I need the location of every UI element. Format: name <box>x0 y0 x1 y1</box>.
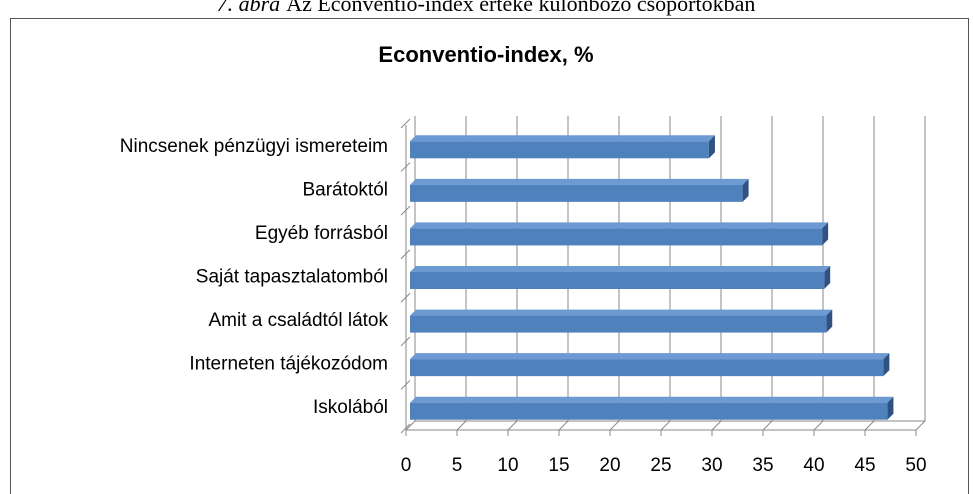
bar-side <box>824 266 831 289</box>
bar-side <box>826 309 833 333</box>
x-tick-label: 40 <box>803 455 824 476</box>
y-tick <box>400 162 411 172</box>
bar <box>410 402 888 420</box>
bar <box>410 184 743 202</box>
caption: 7. ábra Az Econventio-index értéke különb… <box>217 0 756 16</box>
y-tick-label: Barátoktól <box>302 179 388 200</box>
bar <box>410 359 884 377</box>
floor-line <box>813 420 824 431</box>
y-tick-label: Egyéb forrásból <box>255 223 388 244</box>
bar-side <box>708 135 715 159</box>
floor-line <box>864 420 875 431</box>
floor-line <box>711 420 722 431</box>
bar-top <box>410 396 894 403</box>
bar <box>410 315 827 333</box>
chart-border <box>10 18 969 494</box>
floor-line <box>405 420 416 431</box>
y-tick <box>400 118 411 129</box>
bar-top <box>410 309 833 316</box>
chart-title: Econventio-index, % <box>378 42 593 67</box>
x-tick-label: 0 <box>401 455 412 476</box>
y-tick-label: Saját tapasztalatomból <box>196 267 388 288</box>
bar-side <box>822 222 829 246</box>
y-tick <box>400 205 411 216</box>
bar-side <box>887 396 894 420</box>
floor-line <box>660 420 671 431</box>
bar <box>410 141 709 159</box>
floor-line <box>456 420 467 431</box>
floor-line <box>915 420 926 431</box>
x-tick-label: 50 <box>905 455 926 476</box>
x-tick-label: 45 <box>854 455 875 476</box>
floor-line <box>507 420 518 431</box>
x-tick-label: 10 <box>497 455 518 476</box>
bar-top <box>410 222 829 229</box>
x-tick-label: 25 <box>650 455 671 476</box>
y-tick <box>400 249 411 260</box>
y-tick-label: Iskolából <box>313 397 388 418</box>
bar <box>410 228 823 246</box>
bar-top <box>410 266 831 272</box>
y-tick <box>400 423 411 434</box>
y-tick <box>400 336 411 347</box>
y-tick-label: Interneten tájékozódom <box>189 354 388 375</box>
x-tick-label: 30 <box>701 455 722 476</box>
caption-text: Az Econventio-index értéke különböző cso… <box>286 0 755 16</box>
x-tick-label: 15 <box>548 455 569 476</box>
bar-top <box>410 353 890 360</box>
bar-side <box>742 178 749 202</box>
bar-top <box>410 135 715 142</box>
floor-line <box>558 420 569 431</box>
bar-top <box>410 178 749 185</box>
x-tick-label: 20 <box>599 455 620 476</box>
floor-line <box>762 420 773 431</box>
x-tick-label: 35 <box>752 455 773 476</box>
y-tick-label: Nincsenek pénzügyi ismereteim <box>120 136 388 157</box>
y-tick <box>400 380 411 390</box>
y-tick-label: Amit a családtól látok <box>208 310 388 331</box>
floor-line <box>609 420 620 431</box>
bar <box>410 272 825 289</box>
caption-label: 7. ábra <box>217 0 281 16</box>
x-tick-label: 5 <box>452 455 463 476</box>
bar-side <box>883 353 890 377</box>
y-tick <box>400 292 411 303</box>
